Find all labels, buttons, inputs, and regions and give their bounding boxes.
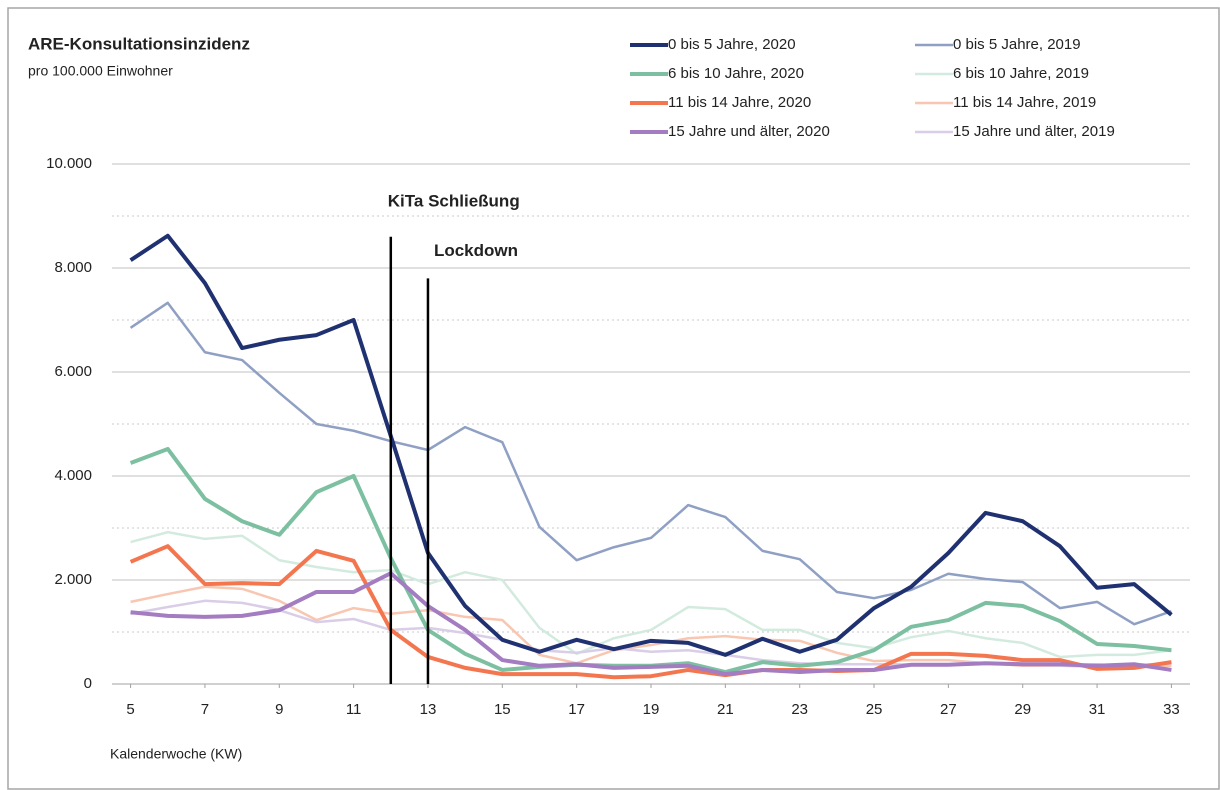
x-tick-label: 13	[420, 701, 437, 718]
annotation-text: Lockdown	[434, 241, 518, 260]
x-tick-label: 15	[494, 701, 511, 718]
series-line	[130, 585, 1172, 669]
x-tick-label: 5	[126, 701, 134, 718]
annotation-text: KiTa Schließung	[388, 191, 520, 210]
y-tick-label: 0	[84, 675, 92, 692]
y-tick-label: 6.000	[54, 363, 92, 380]
x-tick-label: 25	[866, 701, 883, 718]
y-tick-label: 2.000	[54, 571, 92, 588]
series-line	[130, 530, 1172, 659]
series-line	[130, 571, 1172, 677]
y-tick-label: 8.000	[54, 259, 92, 276]
legend-label: 6 bis 10 Jahre, 2019	[953, 65, 1089, 82]
x-tick-label: 7	[201, 701, 209, 718]
chart-title: ARE-Konsultationsinzidenz	[28, 34, 250, 53]
x-tick-label: 9	[275, 701, 283, 718]
x-tick-label: 21	[717, 701, 734, 718]
legend-label: 0 bis 5 Jahre, 2020	[668, 36, 796, 53]
legend-label: 11 bis 14 Jahre, 2020	[668, 94, 811, 111]
x-tick-label: 29	[1014, 701, 1031, 718]
legend-label: 15 Jahre und älter, 2020	[668, 123, 830, 140]
series-line	[129, 233, 1173, 657]
x-tick-label: 31	[1089, 701, 1106, 718]
legend-label: 15 Jahre und älter, 2019	[953, 123, 1115, 140]
series-line	[129, 544, 1172, 680]
y-tick-label: 10.000	[46, 155, 92, 172]
x-axis-title: Kalenderwoche (KW)	[110, 746, 242, 762]
chart-subtitle: pro 100.000 Einwohner	[28, 63, 173, 79]
x-tick-label: 23	[791, 701, 808, 718]
x-tick-label: 27	[940, 701, 957, 718]
legend-label: 0 bis 5 Jahre, 2019	[953, 36, 1081, 53]
series-line	[129, 301, 1172, 626]
series-line	[130, 599, 1172, 669]
frame	[7, 7, 1220, 790]
legend-label: 6 bis 10 Jahre, 2020	[668, 65, 804, 82]
x-tick-label: 19	[643, 701, 660, 718]
x-tick-label: 17	[568, 701, 585, 718]
legend-label: 11 bis 14 Jahre, 2019	[953, 94, 1096, 111]
x-tick-label: 33	[1163, 701, 1180, 718]
x-tick-label: 11	[346, 701, 362, 718]
y-tick-label: 4.000	[54, 467, 92, 484]
